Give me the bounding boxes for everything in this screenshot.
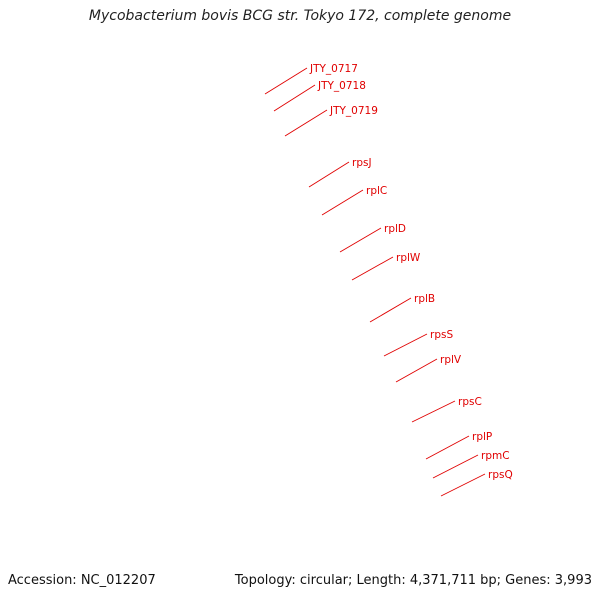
gene-leader-line bbox=[383, 333, 428, 357]
gene-label: rplB bbox=[414, 293, 435, 305]
gene-label: rplD bbox=[384, 223, 406, 235]
gene-leader-line bbox=[395, 358, 438, 383]
gene-leader-line bbox=[425, 435, 470, 460]
gene-label: rplV bbox=[440, 354, 462, 366]
gene-leader-line bbox=[273, 84, 316, 112]
gene-label: JTY_0719 bbox=[329, 105, 378, 117]
gene-leader-line bbox=[440, 473, 486, 497]
map-title: Mycobacterium bovis BCG str. Tokyo 172, … bbox=[88, 8, 512, 24]
gene-label: rpsS bbox=[430, 329, 453, 341]
gene-leader-line bbox=[308, 161, 350, 188]
gene-label: rpsC bbox=[458, 396, 482, 408]
gene-label: rplC bbox=[366, 185, 387, 197]
gene-label: rpsJ bbox=[352, 157, 372, 169]
gene-leader-line bbox=[432, 454, 479, 479]
gene-leader-line bbox=[264, 67, 308, 95]
gene-leader-line bbox=[284, 109, 328, 137]
accession-label: Accession: NC_012207 bbox=[8, 573, 156, 588]
gene-leader-line bbox=[351, 256, 394, 281]
gene-leader-line bbox=[339, 227, 382, 253]
gene-label: rpsQ bbox=[488, 469, 513, 481]
gene-label: rplP bbox=[472, 431, 492, 443]
genome-summary: Topology: circular; Length: 4,371,711 bp… bbox=[234, 573, 592, 588]
gene-label: JTY_0718 bbox=[317, 80, 366, 92]
gene-label: rpmC bbox=[481, 450, 510, 462]
gene-label: rplW bbox=[396, 252, 421, 264]
gene-label: JTY_0717 bbox=[309, 63, 358, 75]
gene-leader-line bbox=[321, 189, 364, 216]
gene-leader-line bbox=[411, 400, 456, 423]
gene-leader-line bbox=[369, 297, 412, 323]
